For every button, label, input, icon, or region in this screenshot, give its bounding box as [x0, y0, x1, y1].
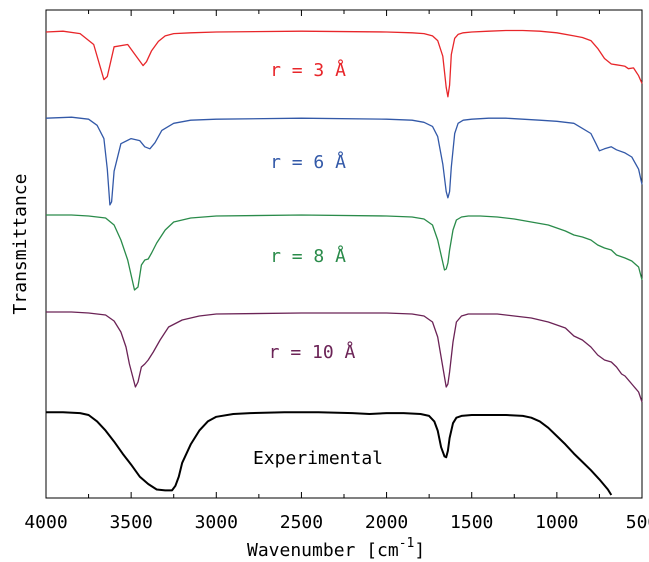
- x-axis-title-close: ]: [414, 540, 425, 561]
- series-label-0: r = 3 Å: [270, 59, 346, 81]
- series-labels: r = 3 Å r = 6 Å r = 8 Å r = 10 Å Experimenta…: [253, 59, 383, 469]
- series-line-3: [46, 311, 643, 403]
- series-line-4: [46, 411, 613, 496]
- x-axis-tick-labels: 4000 3500 3000 2500 2000 1500 1000 500: [24, 512, 649, 533]
- x-tick-label-3500: 3500: [109, 512, 152, 533]
- series-label-4: Experimental: [253, 448, 383, 469]
- x-tick-label-1500: 1500: [450, 512, 493, 533]
- x-tick-label-500: 500: [626, 512, 649, 533]
- x-tick-label-2500: 2500: [280, 512, 323, 533]
- series-line-2: [46, 214, 643, 291]
- x-axis-title: Wavenumber [cm-1]: [247, 536, 425, 561]
- series-label-1: r = 6 Å: [270, 151, 346, 173]
- y-axis-title: Transmittance: [10, 174, 31, 315]
- x-axis-title-exponent: -1: [399, 536, 415, 551]
- x-tick-label-4000: 4000: [24, 512, 67, 533]
- series-label-3: r = 10 Å: [269, 341, 356, 363]
- x-axis-title-main: Wavenumber [cm: [247, 540, 399, 561]
- x-tick-label-3000: 3000: [195, 512, 238, 533]
- x-axis-ticks: [45, 10, 643, 498]
- x-tick-label-2000: 2000: [365, 512, 408, 533]
- series-line-0: [45, 29, 643, 98]
- series-lines: [45, 29, 643, 496]
- series-label-2: r = 8 Å: [270, 245, 346, 267]
- series-line-1: [45, 116, 643, 206]
- x-tick-label-1000: 1000: [535, 512, 578, 533]
